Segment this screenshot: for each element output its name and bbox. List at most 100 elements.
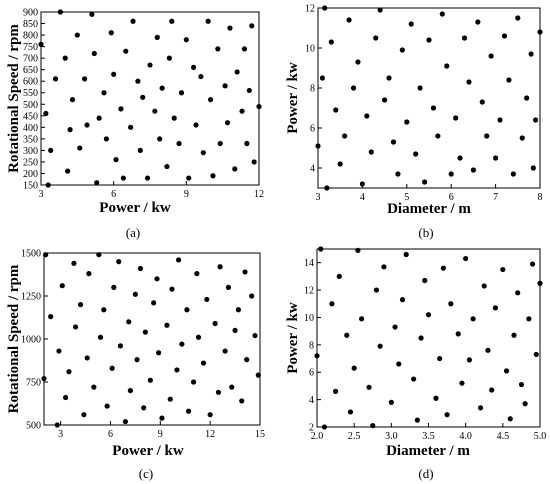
data-point — [152, 108, 158, 114]
x-tick-label: 6 — [108, 429, 113, 440]
data-point — [77, 302, 84, 308]
data-point — [91, 384, 97, 390]
data-point — [128, 124, 134, 130]
data-point — [337, 161, 343, 167]
data-point — [526, 316, 532, 322]
x-tick-label: 7 — [493, 192, 498, 203]
data-point — [86, 271, 92, 277]
data-point — [186, 175, 192, 181]
data-point — [45, 182, 51, 188]
data-point — [59, 283, 65, 289]
data-point — [57, 9, 63, 15]
data-point — [366, 384, 372, 390]
data-point — [377, 343, 383, 349]
data-point — [164, 322, 170, 328]
data-point — [117, 343, 124, 349]
chart-panel-c: 3 6 9 12 15 500 750 1000 1250 1500 Power / kw Rotat… — [6, 249, 265, 482]
data-point — [235, 307, 241, 313]
data-point — [350, 85, 357, 91]
data-point — [97, 334, 104, 340]
data-point — [492, 305, 498, 311]
data-point — [382, 97, 388, 103]
data-point — [522, 401, 528, 407]
data-point — [399, 47, 405, 53]
y-tick-label: 800 — [23, 31, 38, 42]
y-tick-label: 8 — [310, 84, 315, 95]
data-point — [466, 79, 472, 85]
data-point — [156, 350, 162, 356]
data-point — [71, 260, 77, 266]
data-point — [185, 408, 192, 414]
data-point — [169, 18, 175, 24]
y-tick-label: 500 — [23, 100, 38, 111]
data-point — [56, 348, 62, 354]
data-point — [84, 355, 90, 361]
data-point — [67, 127, 73, 133]
data-point — [332, 388, 339, 394]
data-point — [179, 341, 185, 347]
data-point — [48, 314, 54, 320]
data-point — [127, 388, 133, 394]
y-axis-label: Rotational Speed / rpm — [6, 264, 22, 413]
data-point — [116, 259, 122, 265]
data-point — [242, 269, 248, 275]
data-point — [144, 175, 151, 181]
x-tick-label: 4 — [360, 192, 365, 203]
data-point — [392, 324, 398, 330]
panel-label: (c) — [139, 466, 153, 481]
data-point — [204, 296, 210, 303]
data-point — [489, 387, 495, 393]
data-point — [113, 157, 119, 163]
y-tick-label: 150 — [23, 181, 38, 192]
data-point — [137, 265, 143, 272]
data-point — [388, 399, 394, 405]
x-tick-label: 5 — [404, 192, 409, 203]
data-point — [174, 367, 180, 373]
data-point — [488, 53, 494, 59]
data-point — [122, 418, 129, 425]
data-point — [241, 46, 248, 52]
data-point — [81, 412, 87, 418]
data-point — [530, 165, 536, 171]
x-tick-label: 9 — [158, 429, 163, 440]
panel-label: (b) — [418, 225, 433, 240]
x-tick-label: 6 — [111, 189, 116, 200]
data-point — [141, 405, 147, 411]
y-tick-label: 900 — [23, 8, 38, 19]
data-point — [459, 380, 465, 386]
data-point — [108, 30, 114, 36]
data-point — [457, 155, 463, 161]
data-point — [198, 73, 204, 80]
data-point — [227, 25, 233, 31]
data-point — [515, 290, 521, 296]
data-point — [533, 351, 539, 358]
data-point — [171, 115, 177, 121]
data-point — [244, 140, 250, 147]
data-point — [239, 398, 245, 404]
data-point — [169, 286, 175, 292]
data-point — [101, 307, 107, 313]
x-tick-label: 3.5 — [422, 431, 435, 442]
data-point — [373, 287, 380, 293]
data-point — [381, 264, 387, 270]
data-point — [347, 409, 354, 415]
y-tick-label: 500 — [26, 421, 41, 432]
data-point — [210, 173, 216, 179]
data-point — [439, 11, 445, 17]
data-point — [178, 90, 185, 96]
data-point — [54, 422, 60, 428]
panel-label: (d) — [418, 466, 433, 481]
data-point — [444, 412, 450, 418]
data-point — [43, 110, 49, 117]
data-point — [532, 117, 539, 123]
data-point — [96, 115, 102, 121]
data-point — [62, 55, 68, 61]
data-point — [48, 147, 54, 153]
data-point — [324, 185, 330, 191]
data-point — [319, 75, 326, 81]
data-point — [200, 360, 207, 366]
data-point — [234, 69, 240, 75]
x-axis-label: Power / kw — [99, 200, 171, 216]
y-tick-label: 750 — [23, 42, 38, 53]
y-tick-label: 6 — [309, 368, 314, 379]
